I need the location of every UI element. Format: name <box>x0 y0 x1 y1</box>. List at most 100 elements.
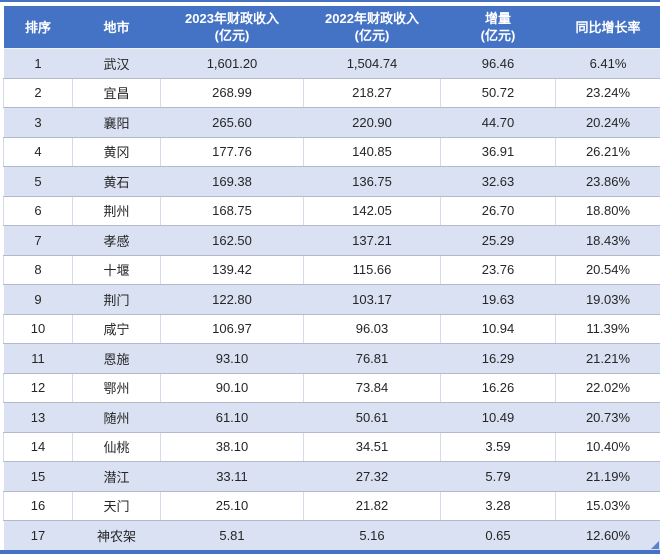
rank-cell: 2 <box>3 78 73 108</box>
rev2023-cell: 33.11 <box>160 461 304 492</box>
rank-cell: 1 <box>3 48 73 79</box>
city-cell: 神农架 <box>72 520 161 551</box>
rank-cell: 11 <box>3 343 73 374</box>
delta-cell: 10.49 <box>440 402 556 433</box>
table-row: 14 仙桃 38.10 34.51 3.59 10.40% <box>3 432 660 462</box>
growth-cell: 6.41% <box>555 48 660 79</box>
delta-cell: 32.63 <box>440 166 556 197</box>
delta-cell: 36.91 <box>440 137 556 167</box>
growth-cell: 23.24% <box>555 78 660 108</box>
rank-cell: 4 <box>3 137 73 167</box>
delta-cell: 3.28 <box>440 491 556 521</box>
rev2023-cell: 1,601.20 <box>160 48 304 79</box>
rev2022-cell: 27.32 <box>303 461 441 492</box>
col-header-growth: 同比增长率 <box>555 6 660 49</box>
city-cell: 随州 <box>72 402 161 433</box>
rev2023-cell: 168.75 <box>160 196 304 226</box>
city-cell: 宜昌 <box>72 78 161 108</box>
rank-cell: 7 <box>3 225 73 256</box>
table-row: 7 孝感 162.50 137.21 25.29 18.43% <box>3 225 660 256</box>
rev2022-cell: 1,504.74 <box>303 48 441 79</box>
header-row: 排序 地市 2023年财政收入 (亿元) 2022年财政收入 (亿元) 增量 (亿元)… <box>3 6 660 49</box>
city-cell: 襄阳 <box>72 107 161 138</box>
rev2022-cell: 73.84 <box>303 373 441 403</box>
table-row: 13 随州 61.10 50.61 10.49 20.73% <box>3 402 660 433</box>
city-cell: 荆门 <box>72 284 161 315</box>
rev2023-cell: 265.60 <box>160 107 304 138</box>
table-row: 15 潜江 33.11 27.32 5.79 21.19% <box>3 461 660 492</box>
delta-cell: 10.94 <box>440 314 556 344</box>
delta-cell: 23.76 <box>440 255 556 285</box>
growth-cell: 19.03% <box>555 284 660 315</box>
rank-cell: 3 <box>3 107 73 138</box>
rev2023-cell: 268.99 <box>160 78 304 108</box>
growth-cell: 21.21% <box>555 343 660 374</box>
growth-cell: 10.40% <box>555 432 660 462</box>
delta-cell: 5.79 <box>440 461 556 492</box>
table-row: 3 襄阳 265.60 220.90 44.70 20.24% <box>3 107 660 138</box>
delta-cell: 19.63 <box>440 284 556 315</box>
col-header-rev2022: 2022年财政收入 (亿元) <box>303 6 441 49</box>
table-row: 4 黄冈 177.76 140.85 36.91 26.21% <box>3 137 660 167</box>
table-row: 11 恩施 93.10 76.81 16.29 21.21% <box>3 343 660 374</box>
rank-cell: 9 <box>3 284 73 315</box>
rev2023-cell: 61.10 <box>160 402 304 433</box>
rank-cell: 6 <box>3 196 73 226</box>
table-row: 17 神农架 5.81 5.16 0.65 12.60% <box>3 520 660 551</box>
delta-cell: 3.59 <box>440 432 556 462</box>
city-cell: 荆州 <box>72 196 161 226</box>
delta-cell: 26.70 <box>440 196 556 226</box>
delta-cell: 50.72 <box>440 78 556 108</box>
table-row: 1 武汉 1,601.20 1,504.74 96.46 6.41% <box>3 48 660 79</box>
growth-cell: 20.54% <box>555 255 660 285</box>
rev2023-cell: 25.10 <box>160 491 304 521</box>
delta-cell: 25.29 <box>440 225 556 256</box>
fiscal-revenue-table: 排序 地市 2023年财政收入 (亿元) 2022年财政收入 (亿元) 增量 (亿元)… <box>3 6 660 551</box>
delta-cell: 0.65 <box>440 520 556 551</box>
rank-cell: 12 <box>3 373 73 403</box>
growth-cell: 15.03% <box>555 491 660 521</box>
col-header-rank: 排序 <box>3 6 73 49</box>
rev2023-cell: 38.10 <box>160 432 304 462</box>
city-cell: 武汉 <box>72 48 161 79</box>
growth-cell: 11.39% <box>555 314 660 344</box>
rev2023-cell: 169.38 <box>160 166 304 197</box>
corner-resize-mark <box>651 541 659 549</box>
bottom-accent-bar <box>0 550 660 554</box>
rank-cell: 10 <box>3 314 73 344</box>
rev2022-cell: 103.17 <box>303 284 441 315</box>
growth-cell: 20.73% <box>555 402 660 433</box>
city-cell: 咸宁 <box>72 314 161 344</box>
rank-cell: 5 <box>3 166 73 197</box>
rev2022-cell: 115.66 <box>303 255 441 285</box>
delta-cell: 96.46 <box>440 48 556 79</box>
growth-cell: 22.02% <box>555 373 660 403</box>
table-row: 9 荆门 122.80 103.17 19.63 19.03% <box>3 284 660 315</box>
city-cell: 潜江 <box>72 461 161 492</box>
rev2022-cell: 96.03 <box>303 314 441 344</box>
col-header-city: 地市 <box>72 6 161 49</box>
rev2022-cell: 5.16 <box>303 520 441 551</box>
rev2022-cell: 220.90 <box>303 107 441 138</box>
rank-cell: 13 <box>3 402 73 433</box>
rev2022-cell: 34.51 <box>303 432 441 462</box>
col-header-rev2023: 2023年财政收入 (亿元) <box>160 6 304 49</box>
growth-cell: 21.19% <box>555 461 660 492</box>
growth-cell: 12.60% <box>555 520 660 551</box>
rank-cell: 17 <box>3 520 73 551</box>
rank-cell: 8 <box>3 255 73 285</box>
growth-cell: 18.43% <box>555 225 660 256</box>
city-cell: 恩施 <box>72 343 161 374</box>
growth-cell: 20.24% <box>555 107 660 138</box>
table-row: 8 十堰 139.42 115.66 23.76 20.54% <box>3 255 660 285</box>
city-cell: 天门 <box>72 491 161 521</box>
rank-cell: 16 <box>3 491 73 521</box>
rev2023-cell: 5.81 <box>160 520 304 551</box>
rev2022-cell: 76.81 <box>303 343 441 374</box>
rev2023-cell: 139.42 <box>160 255 304 285</box>
table-row: 16 天门 25.10 21.82 3.28 15.03% <box>3 491 660 521</box>
rank-cell: 14 <box>3 432 73 462</box>
rev2023-cell: 106.97 <box>160 314 304 344</box>
city-cell: 鄂州 <box>72 373 161 403</box>
delta-cell: 44.70 <box>440 107 556 138</box>
